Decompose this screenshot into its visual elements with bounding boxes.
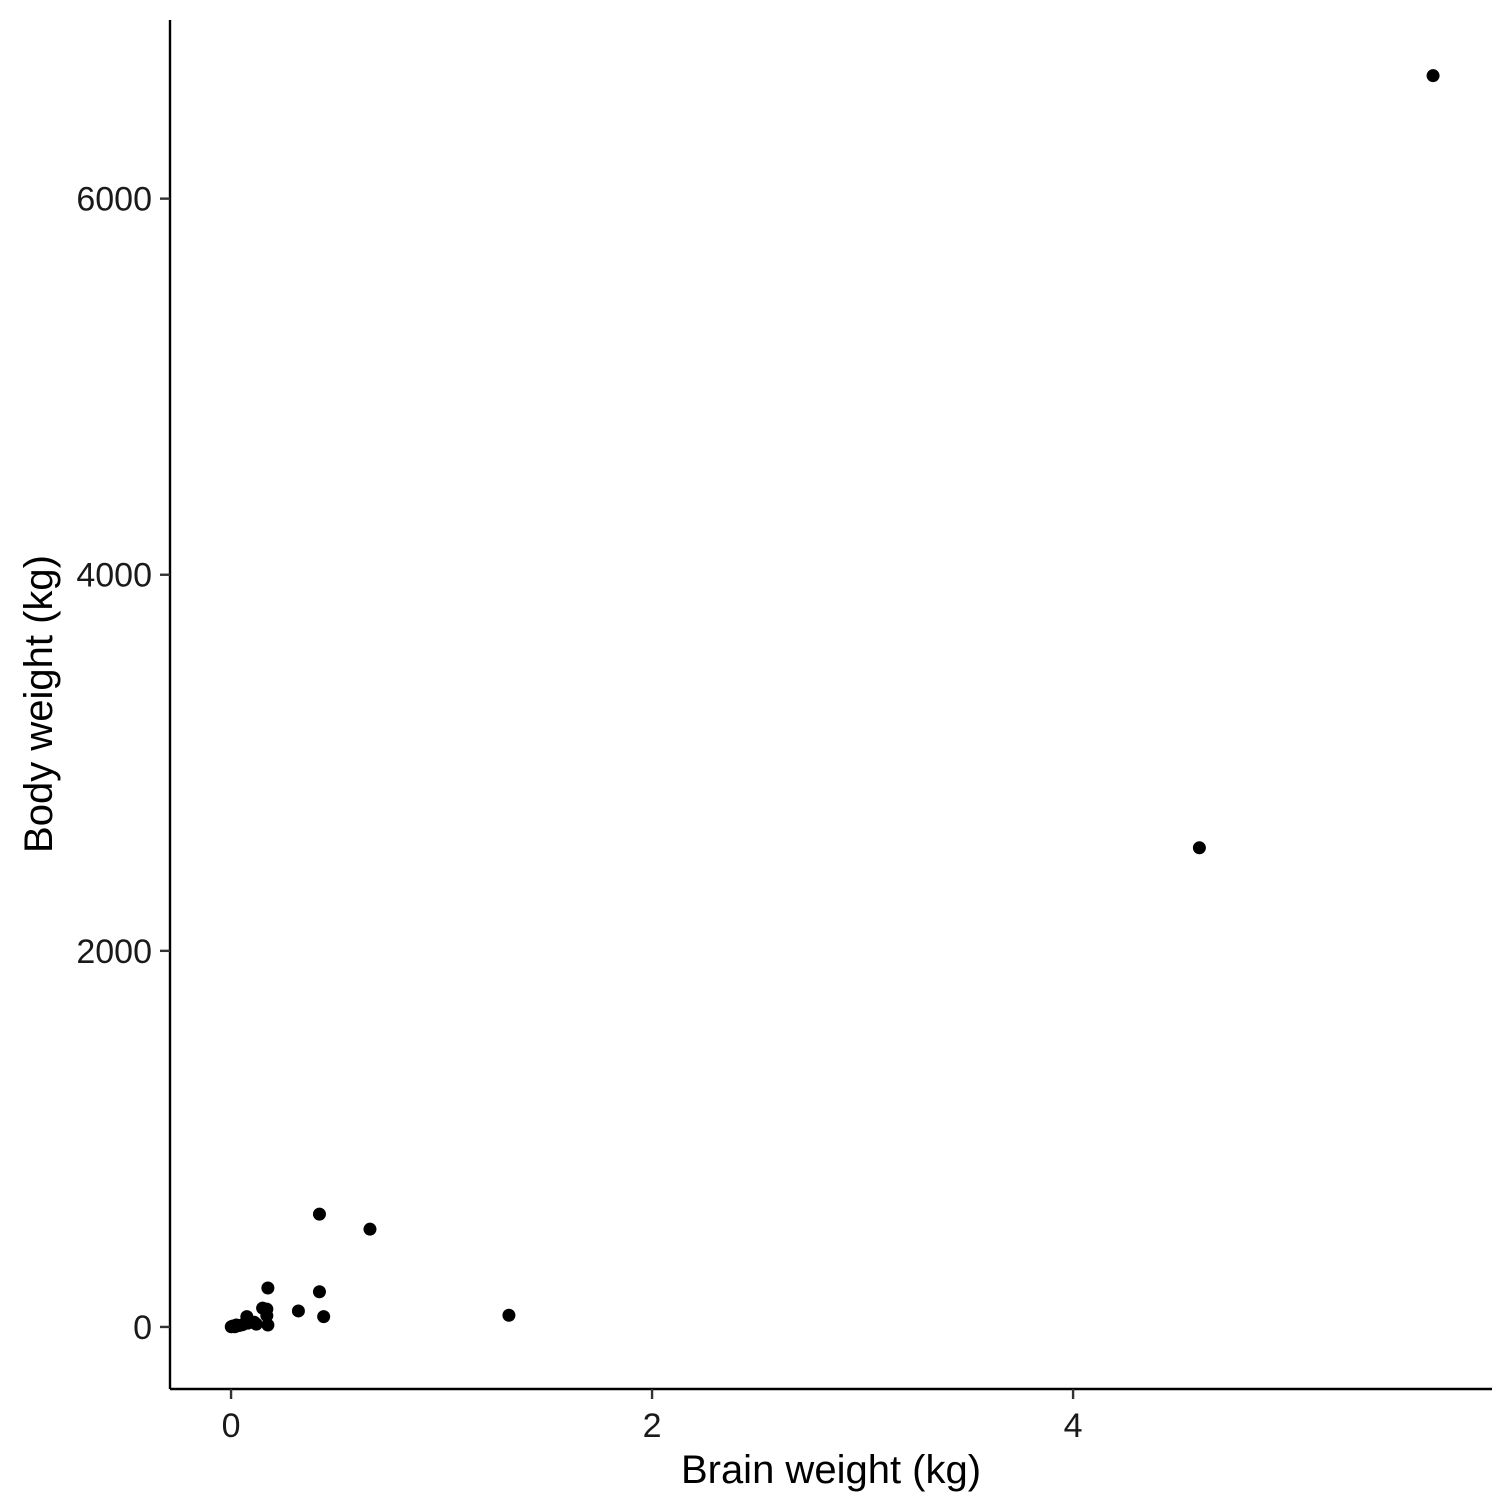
data-point (363, 1222, 377, 1236)
data-point (317, 1310, 331, 1324)
data-point (1192, 841, 1206, 855)
data-point (261, 1281, 275, 1295)
points-layer (224, 69, 1440, 1334)
y-tick-label: 0 (133, 1309, 152, 1347)
x-axis-title: Brain weight (kg) (681, 1448, 981, 1492)
data-point (260, 1309, 274, 1323)
x-tick-label: 4 (1064, 1407, 1083, 1445)
y-tick-label: 4000 (76, 557, 152, 595)
data-point (502, 1308, 516, 1322)
x-tick-label: 0 (222, 1407, 241, 1445)
y-tick-label: 6000 (76, 181, 152, 219)
x-tick-label: 2 (643, 1407, 662, 1445)
data-point (312, 1285, 326, 1299)
data-point (291, 1304, 305, 1318)
data-point (312, 1207, 326, 1221)
y-axis-ticks: 0 2000 4000 6000 (76, 181, 170, 1347)
data-point (261, 1318, 275, 1332)
x-axis-ticks: 0 2 4 (222, 1389, 1083, 1445)
y-tick-label: 2000 (76, 933, 152, 971)
y-axis-title: Body weight (kg) (17, 555, 61, 853)
data-point (1426, 69, 1440, 83)
data-point (249, 1317, 263, 1331)
